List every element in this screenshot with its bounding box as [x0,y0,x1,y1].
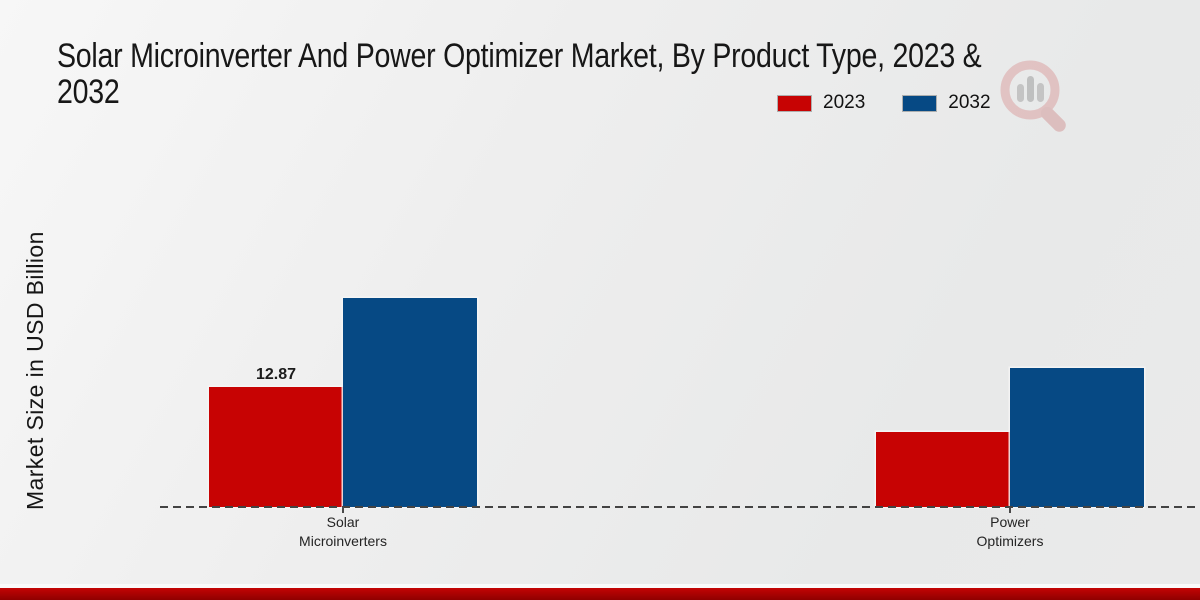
bar-solar-microinverters-2023 [209,387,343,507]
legend-item-2032: 2032 [903,92,991,114]
category-label-solar-microinverters: Solar Microinverters [299,514,387,549]
legend-swatch-2023 [778,95,811,111]
chart-title: Solar Microinverter And Power Optimizer … [57,37,982,111]
legend-item-2023: 2023 [778,92,865,114]
legend-swatch-2032 [903,95,937,111]
footer-accent-bar [0,588,1200,600]
bar-value-label-solar-microinverters-2023: 12.87 [255,366,297,383]
category-label-power-optimizers: Power Optimizers [976,514,1044,549]
legend-label-2032: 2032 [948,92,991,113]
legend-label-2023: 2023 [823,92,866,113]
x-axis-tick-power-optimizers [1009,507,1011,513]
x-axis-baseline [160,506,1196,508]
chart-title-line1: Solar Microinverter And Power Optimizer … [57,37,982,75]
x-axis-tick-solar-microinverters [342,507,344,513]
bar-power-optimizers-2032 [1010,368,1144,507]
mrfr-logo-watermark-icon [1000,60,1066,132]
bar-power-optimizers-2023 [876,431,1010,507]
footer-divider [0,584,1200,588]
legend: 2023 2032 [778,92,991,114]
bar-solar-microinverters-2032 [343,298,477,507]
chart-title-line2: 2032 [57,73,120,111]
